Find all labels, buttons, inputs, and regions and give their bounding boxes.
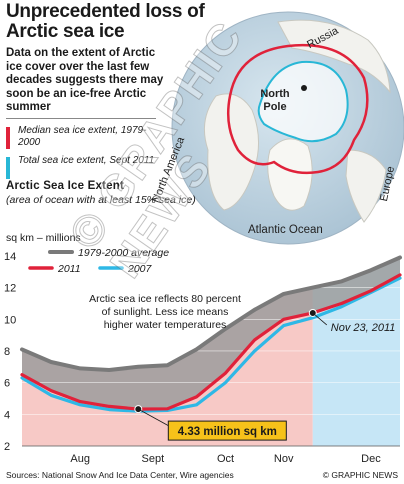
- data-point-1979-2000-average: [50, 361, 52, 363]
- nov23-label: Nov 23, 2011: [331, 322, 396, 334]
- annotation-note-line: higher water temperatures: [104, 319, 227, 331]
- total-extent-outline: [257, 60, 349, 143]
- median-extent-outline: [227, 43, 369, 175]
- median-label: Median sea ice extent, 1979-2000: [18, 125, 147, 148]
- x-tick-label: Sept: [142, 453, 165, 465]
- data-point-1979-2000-average: [282, 293, 285, 295]
- data-point-1979-2000-average: [166, 364, 169, 367]
- y-tick-label: 8: [4, 346, 10, 358]
- data-point-1979-2000-average: [340, 280, 343, 283]
- map-legend-median: Median sea ice extent, 1979-2000: [6, 125, 156, 149]
- north-pole-dot: [301, 85, 307, 91]
- series-line-2007: [20, 276, 402, 413]
- minimum-label: 4.33 million sq km: [178, 426, 277, 438]
- data-point-1979-2000-average: [399, 256, 401, 259]
- europe-land: [345, 149, 387, 223]
- data-point-2011: [399, 274, 401, 276]
- data-point-2007: [253, 350, 256, 352]
- median-swatch: [6, 127, 10, 149]
- globe-svg: [171, 11, 404, 245]
- source-text: Sources: National Snow And Ice Data Cent…: [6, 470, 234, 480]
- data-point-1979-2000-average: [253, 308, 256, 311]
- north-pole-label: North Pole: [260, 88, 290, 113]
- data-point-2011: [340, 302, 343, 305]
- chart-title: Arctic Sea Ice Extent: [6, 180, 124, 192]
- data-point-2007: [399, 277, 401, 279]
- area-above-average: [22, 248, 400, 370]
- y-tick-label: 6: [4, 378, 10, 390]
- total-label: Total sea ice extent, Sept 2011: [18, 155, 155, 166]
- data-point-2011: [108, 405, 111, 408]
- russia-land: [277, 19, 391, 94]
- data-point-1979-2000-average: [21, 348, 23, 351]
- x-tick-label: Aug: [70, 453, 90, 465]
- total-swatch: [6, 157, 10, 179]
- data-point-2007: [21, 376, 23, 379]
- x-tick-label: Nov: [274, 453, 294, 465]
- data-point-2007: [224, 381, 227, 384]
- legend-label: 2011: [57, 263, 81, 275]
- data-point-2007: [340, 305, 343, 308]
- data-point-2011: [195, 395, 198, 398]
- data-point-2011: [79, 400, 82, 403]
- data-point-2011: [166, 407, 169, 410]
- chart-units: sq km – millions: [6, 232, 81, 244]
- map-legend-total: Total sea ice extent, Sept 2011: [6, 155, 156, 179]
- data-point-2011: [253, 338, 256, 341]
- chart-svg: 2 4 6 8 10 12 14 Aug Sept Oct Nov Dec 4.33 million s…: [4, 247, 402, 465]
- series-line-2011: [20, 273, 402, 411]
- map-legend: Median sea ice extent, 1979-2000 Total s…: [6, 116, 156, 179]
- legend-label: 2007: [127, 263, 153, 275]
- y-tick-label: 14: [4, 251, 16, 263]
- ice-extent-chart: 2 4 6 8 10 12 14 Aug Sept Oct Nov Dec 4.33 million s…: [0, 240, 404, 470]
- page-title: Unprecedented loss of Arctic sea ice: [6, 1, 205, 42]
- legend-label: 1979-2000 average: [78, 247, 169, 259]
- data-point-2007: [108, 408, 111, 411]
- nov23-leader: [312, 312, 328, 326]
- chart-subtitle: (area of ocean with at least 15% sea ice…: [6, 194, 196, 206]
- x-tick-label: Oct: [217, 453, 234, 465]
- intro-text: Data on the extent of Arctic ice cover o…: [6, 47, 164, 113]
- data-point-2011: [370, 289, 372, 292]
- copyright-text: © GRAPHIC NEWS: [322, 470, 398, 480]
- y-tick-label: 4: [4, 409, 10, 421]
- y-tick-label: 2: [4, 441, 10, 453]
- data-point-1979-2000-average: [108, 369, 111, 371]
- greenland-land: [267, 138, 313, 211]
- data-point-2007: [79, 403, 82, 406]
- arctic-globe-map: Russia North Pole North America Europe A…: [150, 0, 404, 258]
- data-point-1979-2000-average: [224, 327, 227, 330]
- annotation-note-line: Arctic sea ice reflects 80 percent: [89, 293, 241, 305]
- data-point-1979-2000-average: [137, 365, 140, 368]
- data-point-2011: [21, 373, 23, 376]
- data-point-2007: [195, 403, 198, 406]
- annotation-note-line: of sunlight. Less ice means: [102, 306, 229, 318]
- y-tick-label: 10: [4, 314, 16, 326]
- data-point-2011: [50, 389, 52, 392]
- atlantic-label: Atlantic Ocean: [248, 224, 323, 236]
- series-line-1979-2000-average: [20, 255, 402, 372]
- data-point-1979-2000-average: [79, 367, 82, 370]
- chart-heading: Arctic Sea Ice Extent (area of ocean wit…: [6, 180, 196, 206]
- data-point-1979-2000-average: [370, 269, 372, 272]
- data-point-1979-2000-average: [195, 348, 198, 351]
- data-point-2007: [282, 324, 285, 327]
- data-point-2011: [282, 318, 285, 321]
- y-tick-label: 12: [4, 283, 16, 295]
- data-point-1979-2000-average: [311, 286, 314, 289]
- north-america-land: [203, 93, 259, 211]
- legend-divider: [6, 118, 156, 119]
- data-point-2007: [50, 394, 52, 397]
- data-point-2011: [224, 372, 227, 375]
- data-point-2007: [311, 316, 314, 319]
- minimum-box: [167, 420, 287, 441]
- x-tick-label: Dec: [361, 453, 381, 465]
